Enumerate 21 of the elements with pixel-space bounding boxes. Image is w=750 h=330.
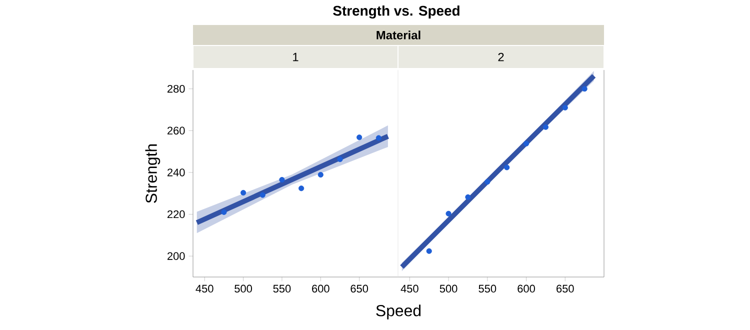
y-tick-label: 240 [168,168,185,176]
x-tick-label: 550 [273,284,291,293]
x-tick-label: 450 [400,284,418,293]
chart-title: 1 [293,52,298,62]
y-tick-label: 200 [168,252,185,260]
x-tick-label: 650 [350,284,368,293]
y-axis-title: Strength [145,144,160,203]
chart-title: 2 [498,52,504,62]
x-axis-title: Speed [376,304,421,320]
x-tick-label: 500 [234,284,252,293]
x-tick-label: 600 [312,284,330,293]
x-tick-label: 600 [518,284,535,293]
y-tick-label: 260 [168,126,185,135]
y-tick-label: 220 [168,210,185,218]
text: Strength vs. Speed [333,5,460,19]
x-tick-label: 550 [478,284,496,293]
y-tick-label: 280 [168,84,185,93]
legend-title: Material [376,30,420,40]
x-tick-label: 650 [556,284,574,293]
x-tick-label: 500 [440,284,458,293]
x-tick-label: 450 [196,284,214,293]
